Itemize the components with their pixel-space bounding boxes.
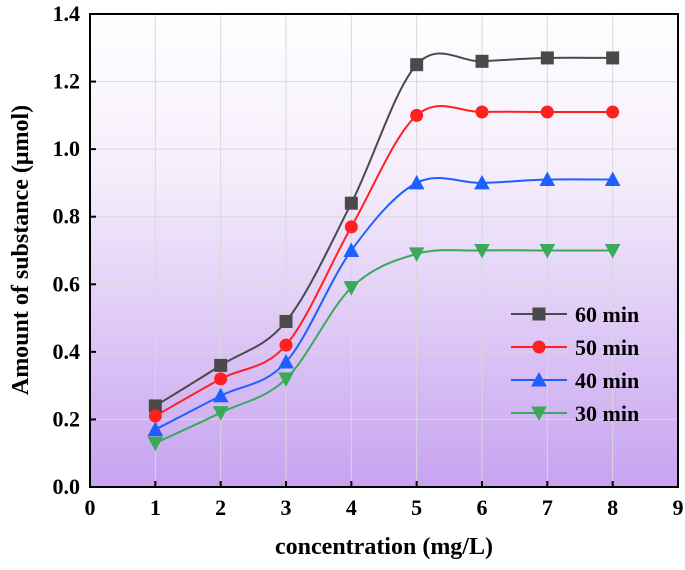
data-point-1: [214, 372, 228, 386]
legend-item: 60 min: [511, 302, 639, 327]
data-point-3: [474, 244, 490, 259]
series-line-0: [154, 52, 613, 407]
data-point-0: [279, 314, 293, 328]
axis-ticks: 0 1 2 3 4 5 6 7 8 9 0.0 0.2 0.4 0.6 0.8 1.0 1.2 1.4: [53, 1, 684, 520]
x-tick-label: 6: [477, 495, 488, 520]
y-axis-label: Amount of substance (μmol): [8, 105, 34, 395]
data-point-2: [343, 242, 360, 257]
grid-lines: [90, 14, 678, 487]
y-tick-label: 0.6: [53, 271, 81, 296]
data-point-1: [410, 108, 424, 122]
y-tick-label: 0.2: [53, 406, 81, 431]
x-tick-label: 0: [85, 495, 96, 520]
data-point-2: [147, 421, 164, 437]
legend-item: 50 min: [511, 335, 639, 360]
data-point-3: [212, 406, 229, 421]
data-point-2: [278, 353, 294, 369]
x-tick-label: 8: [607, 495, 618, 520]
x-axis-label: concentration (mg/L): [275, 534, 493, 560]
data-point-1: [606, 105, 620, 119]
plot-frame: [89, 13, 679, 488]
series-line-2: [154, 177, 613, 431]
data-point-0: [475, 54, 489, 68]
series-line-3: [154, 249, 613, 444]
data-point-0: [410, 58, 424, 72]
x-tick-label: 2: [215, 495, 226, 520]
y-tick-label: 1.2: [53, 69, 81, 94]
series-markers: [147, 51, 621, 452]
data-point-0: [344, 196, 358, 210]
data-point-1: [540, 105, 554, 119]
legend-marker: [531, 406, 547, 422]
data-point-1: [475, 105, 489, 119]
data-point-2: [212, 387, 229, 403]
data-point-0: [214, 358, 228, 372]
data-point-3: [343, 281, 360, 296]
y-tick-label: 0.8: [53, 204, 81, 229]
legend-marker: [532, 340, 546, 354]
x-tick-label: 7: [542, 495, 553, 520]
legend: 60 min 50 min 40 min 30 min: [511, 302, 639, 426]
data-point-1: [148, 409, 162, 423]
data-point-0: [606, 51, 620, 65]
legend-label: 50 min: [575, 335, 639, 360]
series-line-1: [154, 105, 613, 417]
x-tick-label: 1: [150, 495, 161, 520]
data-point-3: [278, 372, 294, 387]
y-tick-label: 1.0: [53, 136, 81, 161]
legend-label: 60 min: [575, 302, 639, 327]
x-tick-label: 3: [281, 495, 292, 520]
legend-label: 30 min: [575, 401, 639, 426]
x-tick-label: 5: [411, 495, 422, 520]
data-point-2: [539, 171, 556, 187]
data-point-3: [604, 244, 621, 259]
data-point-0: [540, 51, 554, 65]
data-point-1: [279, 338, 293, 352]
data-point-3: [539, 244, 556, 259]
series-lines: [154, 52, 613, 444]
legend-marker: [531, 371, 547, 387]
legend-item: 40 min: [511, 368, 639, 393]
y-tick-label: 0.4: [53, 339, 81, 364]
data-point-3: [147, 436, 164, 452]
legend-item: 30 min: [511, 401, 639, 426]
data-point-2: [604, 171, 621, 187]
data-point-2: [474, 174, 490, 190]
data-point-2: [408, 174, 425, 190]
x-tick-label: 4: [346, 495, 357, 520]
y-tick-label: 1.4: [53, 1, 81, 26]
legend-marker: [532, 307, 546, 321]
legend-label: 40 min: [575, 368, 639, 393]
y-tick-label: 0.0: [53, 474, 81, 499]
data-point-3: [408, 247, 425, 262]
x-tick-label: 9: [673, 495, 684, 520]
data-point-1: [344, 220, 358, 234]
